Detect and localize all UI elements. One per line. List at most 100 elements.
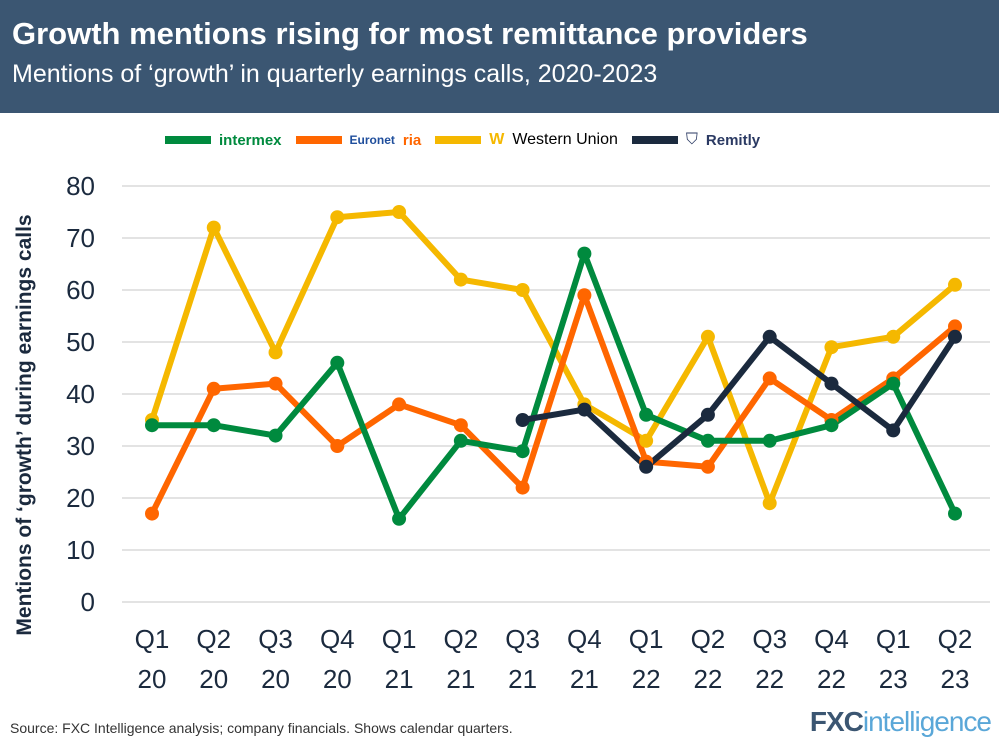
- data-point: [824, 340, 839, 355]
- x-tick-label: 22: [755, 664, 784, 694]
- data-point: [700, 407, 715, 422]
- x-tick-label: 22: [632, 664, 661, 694]
- data-point: [330, 439, 345, 453]
- data-point: [453, 272, 468, 287]
- ria-xe-logo: ria: [402, 131, 422, 149]
- western-union-label: Western Union: [512, 131, 618, 148]
- data-point: [268, 345, 283, 360]
- data-point: [392, 397, 407, 412]
- x-tick-label: 22: [693, 664, 722, 694]
- data-point: [577, 246, 592, 261]
- legend-item-western-union: W Western Union: [435, 131, 618, 149]
- data-point: [639, 407, 654, 422]
- data-point: [268, 376, 283, 391]
- data-point: [515, 413, 530, 427]
- intermex-logo: intermex: [219, 131, 282, 149]
- y-tick-label: 80: [66, 171, 95, 201]
- data-point: [886, 329, 901, 344]
- legend: intermex Euronet ria W Western Union ⛉ Remi…: [165, 122, 760, 158]
- x-tick-label: Q1: [876, 624, 911, 654]
- data-point: [206, 220, 221, 235]
- data-point: [762, 433, 777, 448]
- data-point: [948, 329, 962, 344]
- remitly-shield-icon: ⛉: [685, 131, 698, 148]
- data-point: [639, 459, 654, 474]
- x-tick-label: Q3: [258, 624, 293, 654]
- chart-title: Growth mentions rising for most remittan…: [12, 16, 808, 51]
- x-tick-label: 23: [941, 664, 970, 694]
- remitly-label: Remitly: [705, 131, 761, 149]
- data-point: [762, 329, 777, 344]
- x-tick-label: 21: [508, 664, 537, 694]
- data-point: [824, 376, 839, 391]
- data-point: [515, 444, 530, 459]
- x-tick-label: 20: [323, 664, 352, 694]
- data-point: [206, 381, 221, 396]
- data-point: [268, 428, 283, 443]
- x-tick-label: Q1: [135, 624, 170, 654]
- series-line-3: [522, 333, 958, 470]
- x-tick-label: Q4: [320, 624, 355, 654]
- chart-subtitle: Mentions of ‘growth’ in quarterly earnin…: [12, 60, 658, 88]
- x-tick-label: Q2: [938, 624, 973, 654]
- y-tick-label: 20: [66, 483, 95, 513]
- x-tick-label: 20: [138, 664, 167, 694]
- x-tick-label: Q2: [691, 624, 726, 654]
- data-point: [145, 418, 159, 433]
- fxc-logo: FXCintelligence: [809, 706, 992, 738]
- data-point: [515, 283, 530, 297]
- data-point: [577, 402, 592, 417]
- source-note: Source: FXC Intelligence analysis; compa…: [10, 720, 513, 736]
- data-point: [453, 418, 468, 433]
- x-tick-label: 21: [570, 664, 599, 694]
- x-tick-label: 22: [817, 664, 846, 694]
- legend-item-euronet: Euronet ria: [295, 131, 422, 149]
- y-axis-label: Mentions of ‘growth’ during earnings cal…: [13, 214, 36, 635]
- y-tick-label: 30: [66, 431, 95, 461]
- data-point: [948, 277, 962, 292]
- data-point: [824, 418, 839, 433]
- data-point: [330, 355, 345, 370]
- data-point: [762, 371, 777, 386]
- x-tick-label: Q4: [567, 624, 602, 654]
- data-point: [392, 511, 407, 526]
- data-point: [948, 506, 962, 521]
- x-tick-label: 23: [879, 664, 908, 694]
- data-point: [762, 496, 777, 511]
- x-tick-label: Q3: [505, 624, 540, 654]
- header: Growth mentions rising for most remittan…: [0, 0, 999, 113]
- data-point: [515, 480, 530, 495]
- data-point: [330, 210, 345, 225]
- series-line-1: [149, 292, 957, 515]
- euronet-logo: Euronet: [349, 133, 395, 147]
- y-tick-label: 10: [66, 535, 95, 565]
- data-point: [700, 329, 715, 344]
- x-tick-label: Q2: [196, 624, 231, 654]
- x-tick-label: Q2: [444, 624, 479, 654]
- x-tick-label: Q3: [752, 624, 787, 654]
- legend-item-remitly: ⛉ Remitly: [631, 131, 761, 149]
- brand-b: intelligence: [862, 706, 992, 737]
- data-point: [145, 506, 159, 521]
- x-tick-label: Q1: [382, 624, 417, 654]
- data-point: [577, 288, 592, 303]
- data-point: [886, 423, 901, 438]
- x-tick-label: 21: [446, 664, 475, 694]
- y-tick-label: 40: [66, 379, 95, 409]
- data-point: [392, 205, 407, 219]
- data-point: [206, 418, 221, 433]
- western-union-logo-icon: W: [489, 131, 505, 148]
- x-tick-label: Q1: [629, 624, 664, 654]
- y-tick-label: 50: [66, 327, 95, 357]
- x-tick-label: Q4: [814, 624, 849, 654]
- data-point: [453, 433, 468, 448]
- x-tick-label: 21: [385, 664, 414, 694]
- series-line-2: [152, 250, 958, 522]
- brand-a: FXC: [809, 706, 864, 737]
- y-tick-label: 60: [66, 275, 95, 305]
- data-point: [886, 376, 901, 391]
- data-point: [948, 319, 962, 334]
- y-tick-label: 0: [81, 587, 95, 617]
- legend-item-intermex: intermex: [165, 132, 282, 149]
